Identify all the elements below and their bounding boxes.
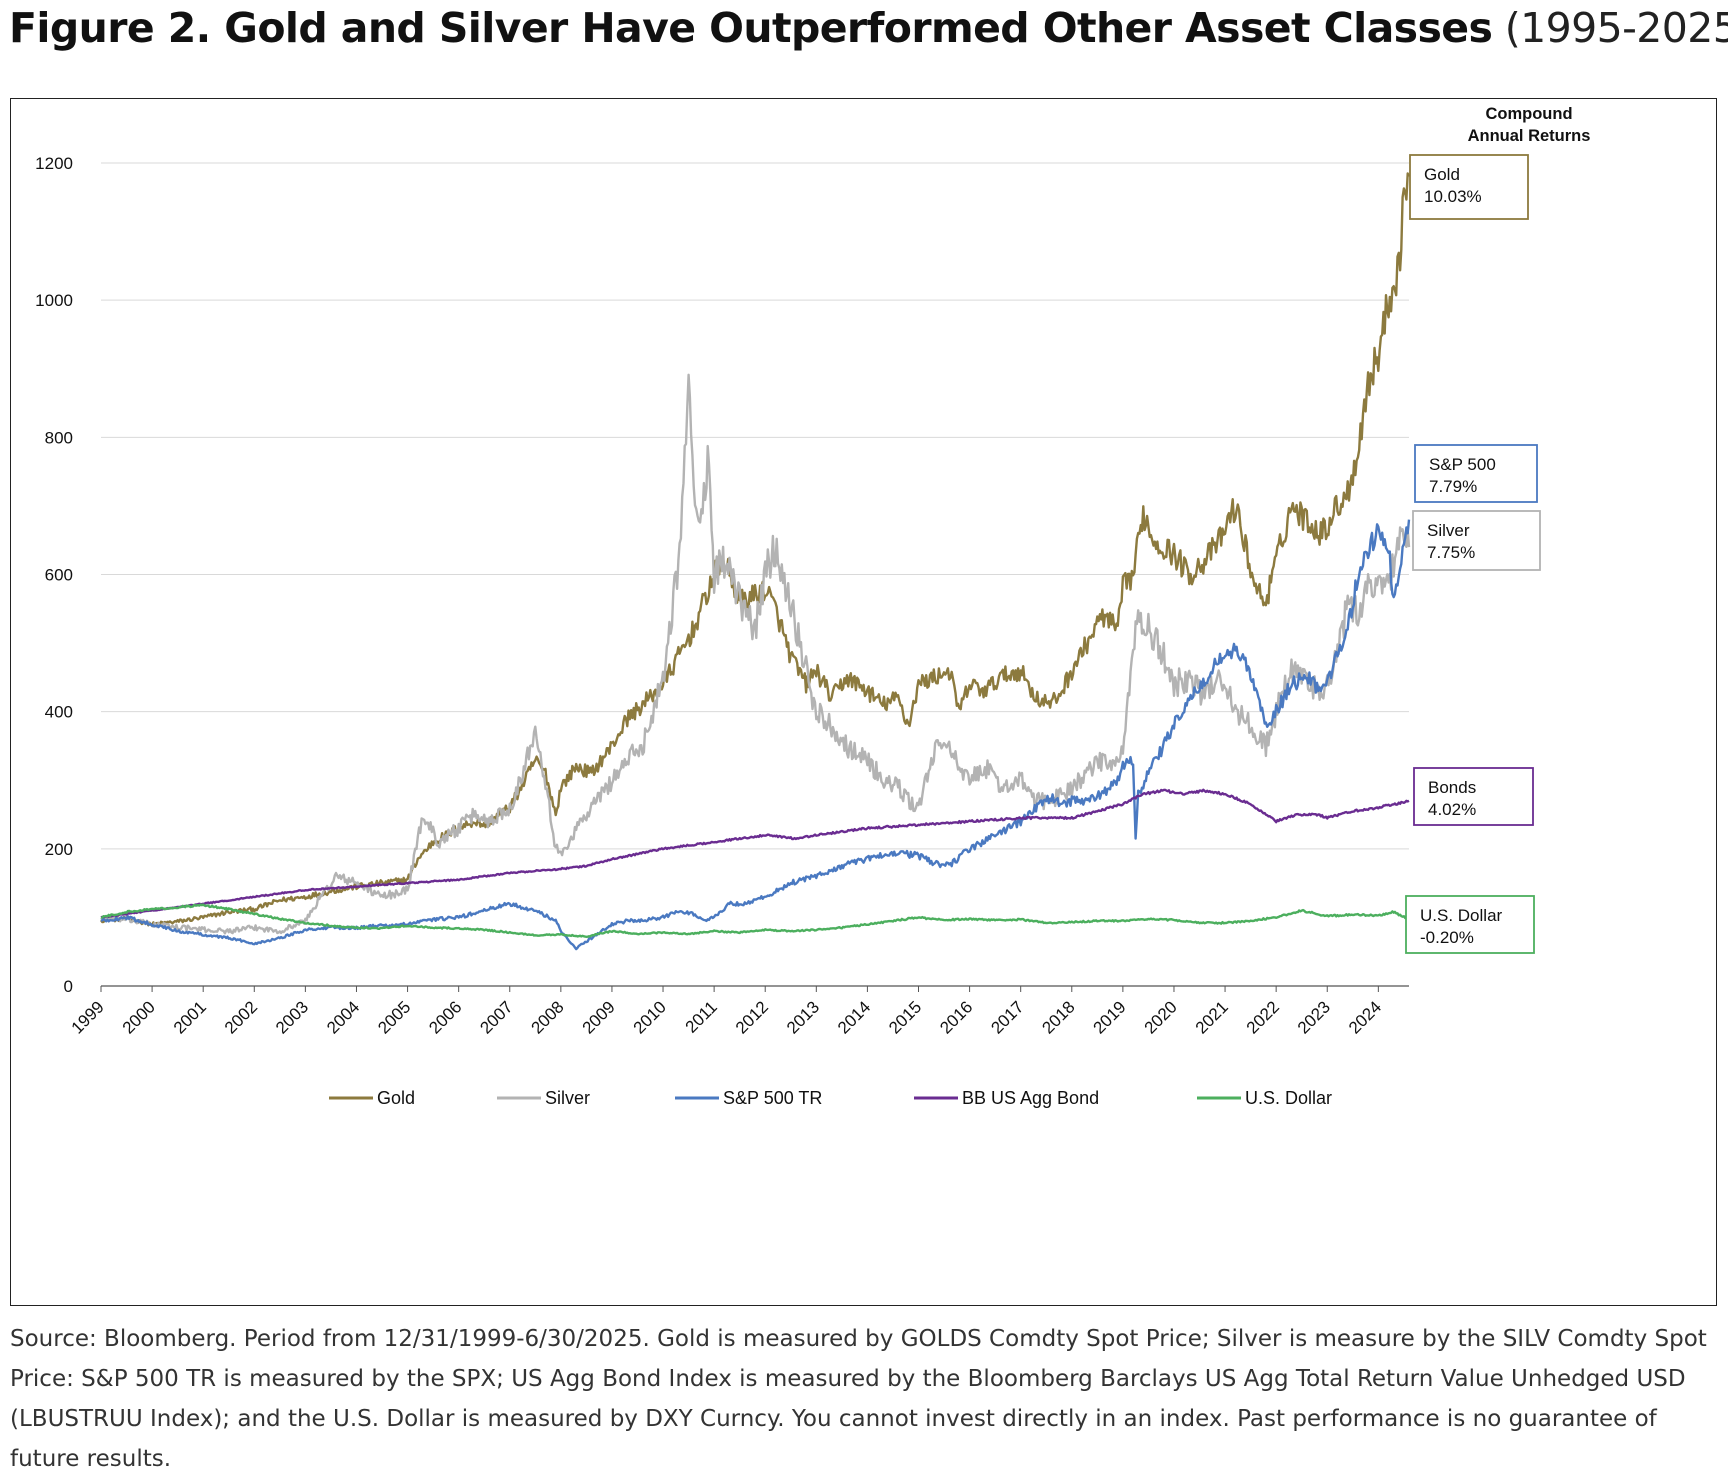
return-box-silver [1412,510,1541,571]
return-box-value: -0.20% [1420,928,1474,947]
return-box-value: 10.03% [1424,187,1482,206]
return-box-u-s-dollar [1405,895,1535,954]
gridlines [101,162,1409,987]
x-tick-label: 2023 [1294,997,1334,1037]
x-axis-ticks: 1999 2000 2001 2002 2003 2004 2005 2006 2007 2008… [68,986,1385,1038]
x-tick-label: 2012 [732,997,772,1037]
y-tick-label: 1000 [35,291,73,310]
y-tick-label: 1200 [35,154,73,173]
x-tick-label: 2024 [1345,997,1385,1037]
y-tick-label: 0 [64,977,73,996]
series-line-silver [100,373,1411,935]
return-boxes: Compound Annual Returns Gold 10.03% Silver 7.… [1405,105,1591,954]
return-box-label: Gold [1424,165,1460,184]
x-tick-label: 2013 [783,997,823,1037]
legend-label: S&P 500 TR [723,1088,822,1108]
x-tick-label: 2020 [1141,997,1181,1037]
legend-label: Gold [377,1088,415,1108]
y-axis-ticks: 0 200 400 600 800 1000 1200 [35,154,73,996]
series-line-s-p-500-tr [100,519,1411,951]
chart-frame: 0 200 400 600 800 1000 1200 1999 2000 2001 2002 20… [10,98,1717,1306]
y-tick-label: 200 [45,840,73,859]
returns-header-line2: Annual Returns [1468,127,1591,145]
return-box-value: 7.79% [1429,477,1477,496]
x-tick-label: 2011 [682,997,721,1036]
x-tick-label: 2014 [834,997,874,1037]
x-tick-label: 2006 [425,997,465,1037]
line-chart: 0 200 400 600 800 1000 1200 1999 2000 2001 2002 20… [35,105,1591,1108]
return-box-label: U.S. Dollar [1420,906,1503,925]
legend-label: Silver [545,1088,590,1108]
x-tick-label: 2003 [272,997,312,1037]
y-tick-label: 600 [45,566,73,585]
x-tick-label: 2007 [476,997,516,1037]
figure-title: Figure 2. Gold and Silver Have Outperfor… [9,2,1728,54]
returns-header-line1: Compound [1485,105,1572,123]
x-tick-label: 2004 [323,997,363,1037]
return-box-value: 4.02% [1428,800,1476,819]
figure-title-main: Figure 2. Gold and Silver Have Outperfor… [9,4,1493,52]
legend-label: BB US Agg Bond [962,1088,1099,1108]
x-tick-label: 2010 [630,997,670,1037]
return-box-value: 7.75% [1427,543,1475,562]
x-tick-label: 1999 [68,997,108,1037]
x-tick-label: 2022 [1243,997,1283,1037]
series-line-bb-us-agg-bond [100,788,1410,919]
x-tick-label: 2015 [885,997,925,1037]
legend-label: U.S. Dollar [1245,1088,1332,1108]
x-tick-label: 2005 [374,997,414,1037]
legend: Gold Silver S&P 500 TR BB US Agg Bond U.S. D… [329,1088,1332,1108]
series-lines [100,172,1411,951]
return-box-s-p-500-tr [1414,444,1538,503]
return-box-gold [1409,154,1529,220]
figure-title-period: (1995-2025) [1504,4,1728,52]
source-note: Source: Bloomberg. Period from 12/31/199… [10,1326,1707,1472]
y-tick-label: 800 [45,428,73,447]
x-tick-label: 2016 [936,997,976,1037]
x-tick-label: 2001 [170,997,210,1037]
return-box-label: Silver [1427,521,1470,540]
return-box-label: S&P 500 [1429,455,1496,474]
x-tick-label: 2019 [1090,997,1130,1037]
x-tick-label: 2000 [119,997,159,1037]
x-tick-label: 2021 [1192,997,1232,1037]
x-tick-label: 2002 [221,997,261,1037]
x-tick-label: 2009 [579,997,619,1037]
series-line-u-s-dollar [100,903,1410,938]
return-box-bb-us-agg-bond [1413,767,1534,826]
y-tick-label: 400 [45,703,73,722]
return-box-label: Bonds [1428,778,1476,797]
x-tick-label: 2008 [527,997,567,1037]
series-line-gold [100,172,1411,927]
x-tick-label: 2017 [987,997,1027,1037]
x-tick-label: 2018 [1038,997,1078,1037]
